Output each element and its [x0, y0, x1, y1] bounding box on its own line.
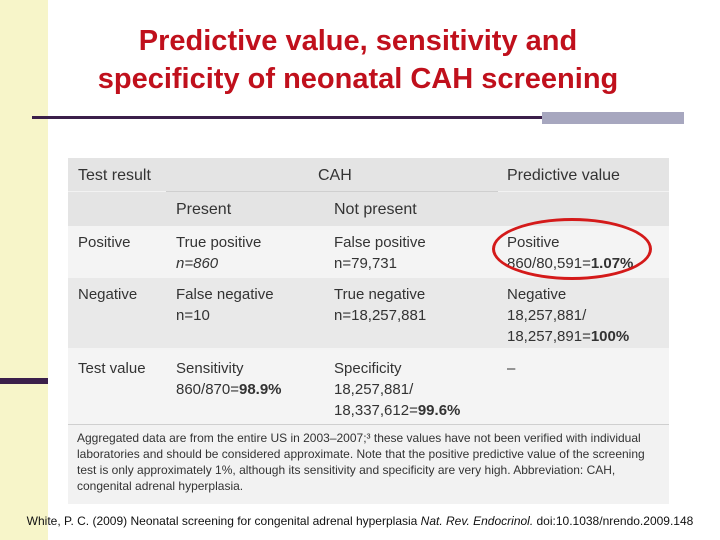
- header-not-present: Not present: [334, 201, 417, 218]
- cell-not-present: False positive n=79,731: [334, 234, 426, 272]
- table-note-divider: [68, 424, 669, 425]
- header-divider: [166, 191, 498, 192]
- left-accent-band: [0, 0, 48, 540]
- row-label: Negative: [78, 286, 138, 303]
- table-row: Negative False negative n=10 True negati…: [68, 278, 669, 348]
- cell-predictive-value: Negative 18,257,881/ 18,257,891=100%: [507, 286, 630, 345]
- cell-present: False negative n=10: [176, 286, 274, 324]
- header-test-result: Test result: [78, 167, 151, 184]
- cell-present: True positive n=860: [176, 234, 262, 272]
- header-predictive-value: Predictive value: [507, 167, 620, 184]
- cell-predictive-value: –: [507, 360, 516, 377]
- table-row: Test value Sensitivity 860/870=98.9% Spe…: [68, 348, 669, 424]
- cell-specificity: Specificity 18,257,881/ 18,337,612=99.6%: [334, 360, 461, 419]
- table-header-row: Test result CAH Predictive value: [68, 158, 669, 191]
- table-footnote: Aggregated data are from the entire US i…: [77, 431, 645, 493]
- left-accent-mark: [0, 378, 48, 384]
- table-subheader-row: Present Not present: [68, 192, 669, 226]
- row-label: Test value: [78, 360, 146, 377]
- title-line-2: specificity of neonatal CAH screening: [97, 63, 619, 95]
- title-divider-accent: [542, 112, 684, 124]
- row-label: Positive: [78, 234, 131, 251]
- screening-table: Test result CAH Predictive value Present…: [68, 158, 669, 504]
- title-divider: [32, 116, 542, 119]
- cell-not-present: True negative n=18,257,881: [334, 286, 427, 324]
- header-cah: CAH: [318, 167, 352, 184]
- title-line-1: Predictive value, sensitivity and: [138, 25, 578, 57]
- slide-title: Predictive value, sensitivity and specif…: [48, 22, 668, 98]
- header-present: Present: [176, 201, 232, 218]
- highlight-circle: [492, 218, 652, 280]
- citation: White, P. C. (2009) Neonatal screening f…: [26, 514, 694, 528]
- cell-sensitivity: Sensitivity 860/870=98.9%: [176, 360, 282, 398]
